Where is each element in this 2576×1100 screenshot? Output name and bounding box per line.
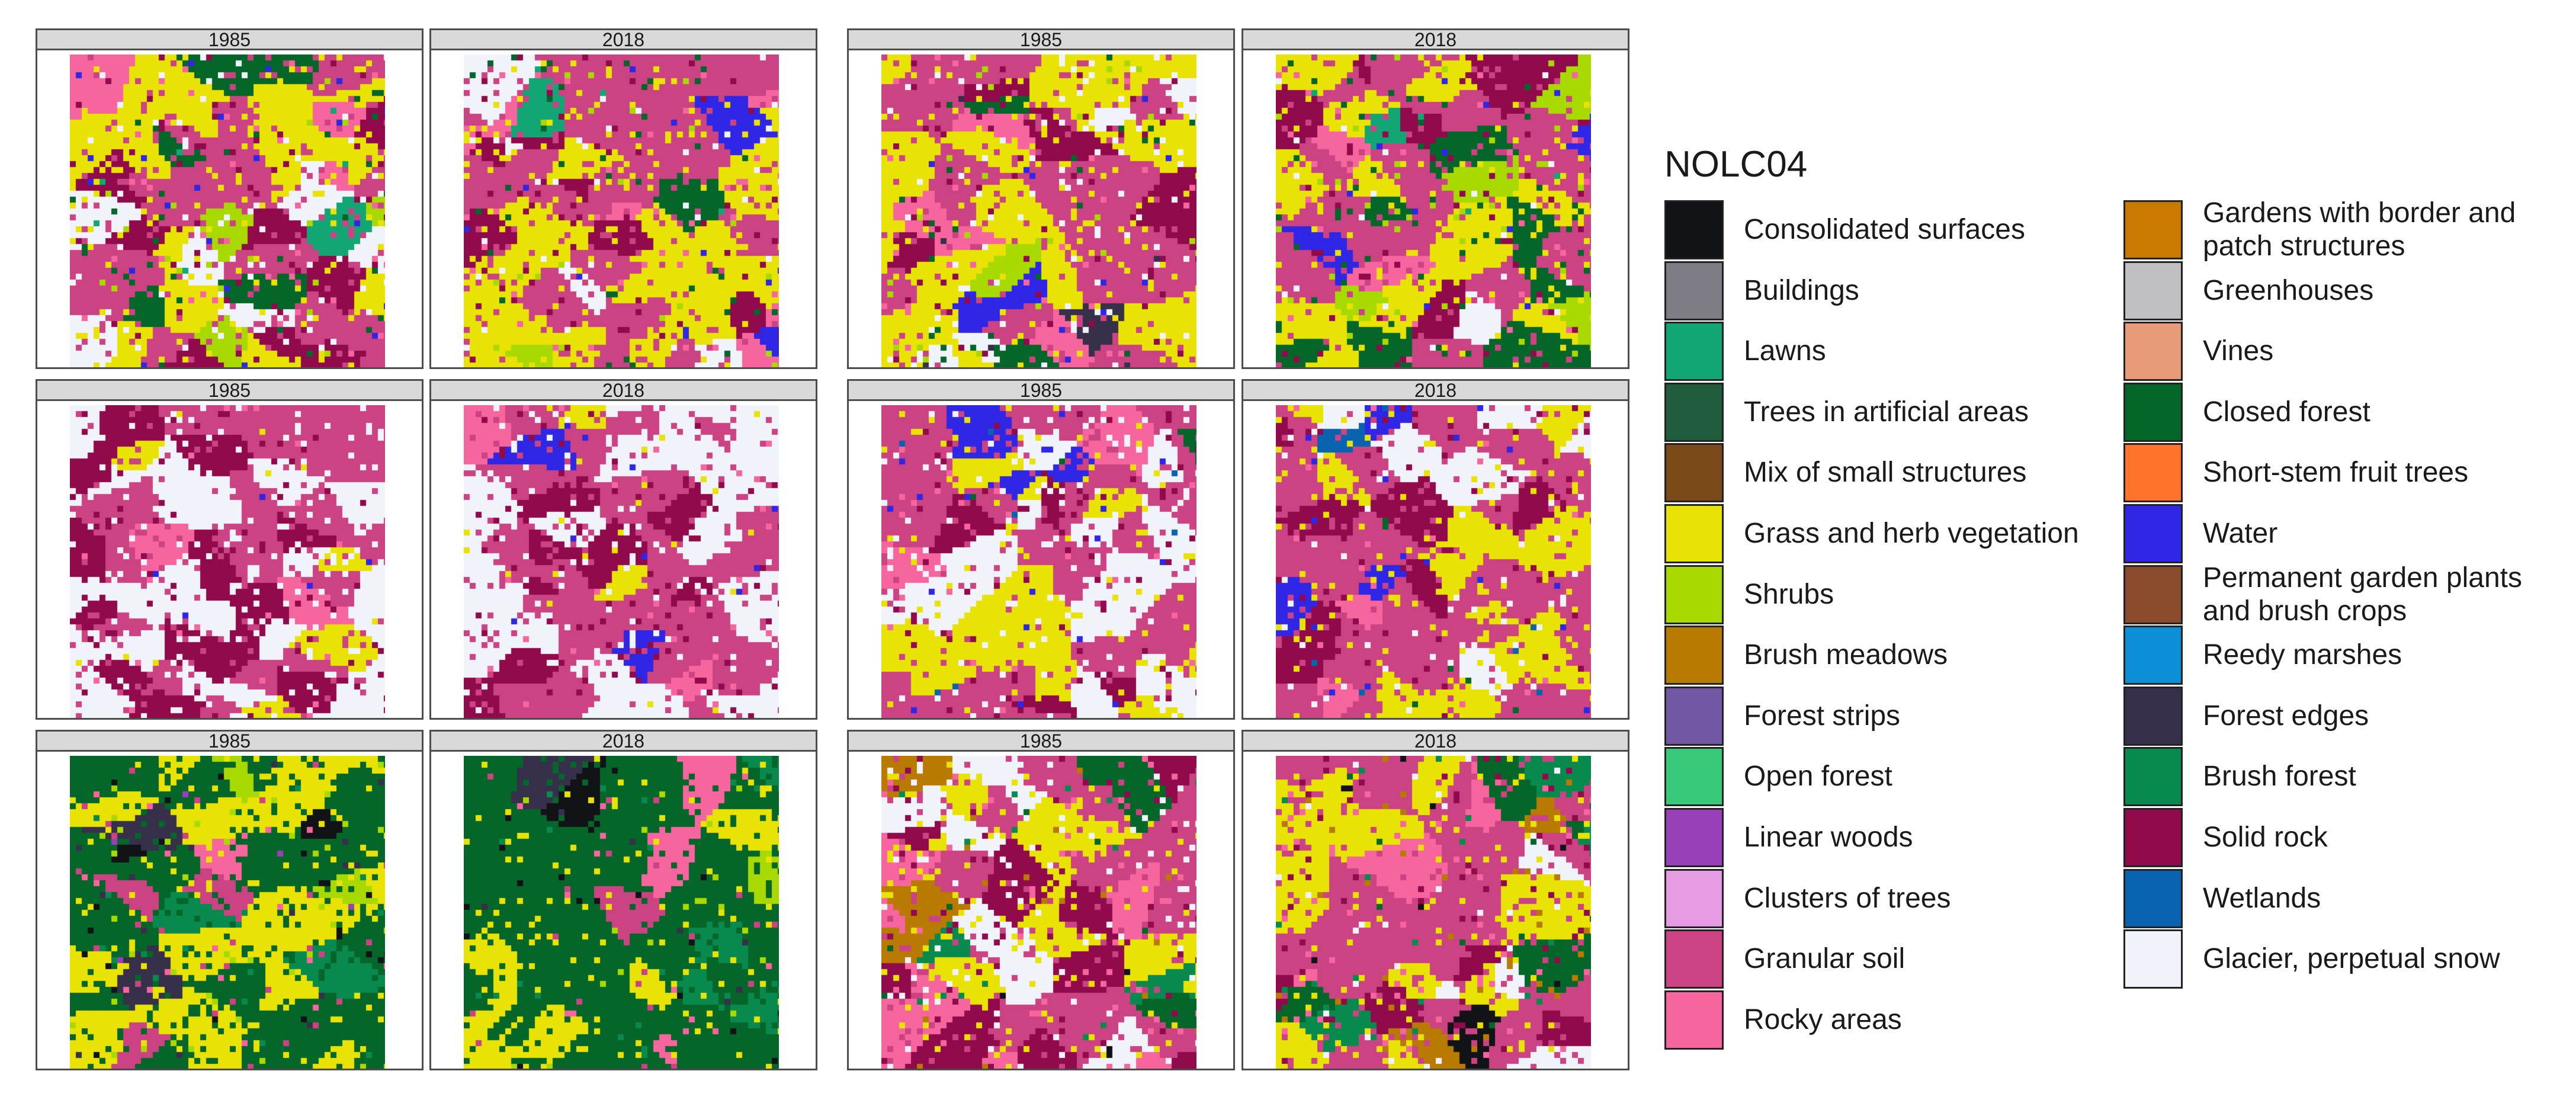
legend-label: Rocky areas (1744, 1003, 1902, 1035)
legend-swatch (2123, 261, 2183, 320)
legend-swatch (2123, 808, 2183, 867)
legend-label: Clusters of trees (1744, 882, 1951, 914)
land-cover-raster (464, 756, 779, 1069)
legend-label: Mix of small structures (1744, 457, 2027, 489)
legend-label: Shrubs (1744, 578, 1834, 610)
land-cover-raster (881, 54, 1196, 367)
legend-swatch (1664, 747, 1724, 807)
legend-label: Greenhouses (2203, 274, 2374, 306)
map-panel: 1985 (36, 379, 424, 720)
legend-label: Linear woods (1744, 822, 1913, 853)
legend-label: Water (2203, 518, 2278, 549)
legend-label: Gardens with border and patch structures (2203, 197, 2516, 262)
legend-label: Forest strips (1744, 700, 1901, 732)
legend-label: Vines (2203, 335, 2274, 367)
map-panel: 1985 (847, 379, 1235, 720)
legend-label: Wetlands (2203, 882, 2321, 914)
legend-label: Trees in artificial areas (1744, 396, 2029, 428)
land-cover-raster (1276, 54, 1591, 367)
legend-label: Closed forest (2203, 396, 2370, 428)
legend-swatch (2123, 200, 2183, 259)
panel-year-strip: 2018 (1243, 732, 1628, 752)
legend-swatch (1664, 382, 1724, 442)
legend-swatch (1664, 868, 1724, 928)
map-panel: 2018 (429, 28, 817, 369)
legend-label: Brush meadows (1744, 639, 1948, 671)
map-panel: 1985 (847, 730, 1235, 1070)
land-cover-raster (70, 405, 385, 718)
map-panel: 1985 (36, 28, 424, 369)
legend-swatch (2123, 686, 2183, 746)
panel-year-strip: 1985 (849, 30, 1233, 50)
land-cover-raster (464, 405, 779, 718)
legend-swatch (2123, 504, 2183, 563)
legend-label: Short-stem fruit trees (2203, 457, 2469, 489)
legend-label: Buildings (1744, 274, 1859, 306)
legend: NOLC04 Consolidated surfaces Buildings Law… (1658, 136, 2571, 1060)
panel-year-strip: 2018 (431, 381, 816, 401)
legend-swatch (1664, 808, 1724, 867)
legend-swatch (1664, 990, 1724, 1050)
legend-swatch (2123, 747, 2183, 807)
legend-swatch (2123, 929, 2183, 989)
land-cover-raster (70, 756, 385, 1069)
map-panel: 2018 (1242, 730, 1629, 1070)
legend-swatch (1664, 626, 1724, 685)
legend-swatch (1664, 929, 1724, 989)
panel-year-strip: 1985 (37, 732, 422, 752)
panel-year-strip: 1985 (37, 381, 422, 401)
legend-label: Solid rock (2203, 822, 2328, 853)
land-cover-raster (881, 405, 1196, 718)
legend-swatch (2123, 868, 2183, 928)
legend-swatch (1664, 686, 1724, 746)
legend-swatch (2123, 565, 2183, 624)
legend-swatch (1664, 200, 1724, 259)
map-panel: 2018 (429, 379, 817, 720)
legend-label: Open forest (1744, 761, 1892, 793)
land-cover-raster (70, 54, 385, 367)
panel-year-strip: 2018 (1243, 381, 1628, 401)
map-panel: 2018 (1242, 379, 1629, 720)
legend-swatch (2123, 382, 2183, 442)
map-panel: 1985 (847, 28, 1235, 369)
legend-swatch (1664, 261, 1724, 320)
land-cover-raster (881, 756, 1196, 1069)
legend-swatch (1664, 322, 1724, 381)
map-panel: 2018 (1242, 28, 1629, 369)
map-panel: 2018 (429, 730, 817, 1070)
legend-label: Lawns (1744, 335, 1826, 367)
legend-label: Grass and herb vegetation (1744, 518, 2079, 549)
panel-year-strip: 1985 (849, 732, 1233, 752)
panel-year-strip: 2018 (431, 30, 816, 50)
legend-label: Glacier, perpetual snow (2203, 943, 2500, 975)
panel-year-strip: 2018 (431, 732, 816, 752)
legend-swatch (2123, 443, 2183, 503)
panel-year-strip: 1985 (37, 30, 422, 50)
panel-year-strip: 2018 (1243, 30, 1628, 50)
map-facet-grid: 1985 2018 1985 2018 1985 2018 1985 2018 1985 2018… (36, 28, 1629, 1070)
land-cover-raster (1276, 756, 1591, 1069)
map-panel: 1985 (36, 730, 424, 1070)
legend-label: Brush forest (2203, 761, 2356, 793)
legend-label: Consolidated surfaces (1744, 214, 2025, 245)
legend-title: NOLC04 (1664, 144, 1808, 185)
legend-swatch (1664, 443, 1724, 503)
legend-label: Forest edges (2203, 700, 2369, 732)
legend-label: Granular soil (1744, 943, 1905, 975)
legend-swatch (2123, 626, 2183, 685)
legend-label: Reedy marshes (2203, 639, 2402, 671)
land-cover-raster (464, 54, 779, 367)
legend-swatch (1664, 504, 1724, 563)
panel-year-strip: 1985 (849, 381, 1233, 401)
legend-swatch (1664, 565, 1724, 624)
legend-swatch (2123, 322, 2183, 381)
land-cover-raster (1276, 405, 1591, 718)
legend-label: Permanent garden plants and brush crops (2203, 562, 2523, 627)
